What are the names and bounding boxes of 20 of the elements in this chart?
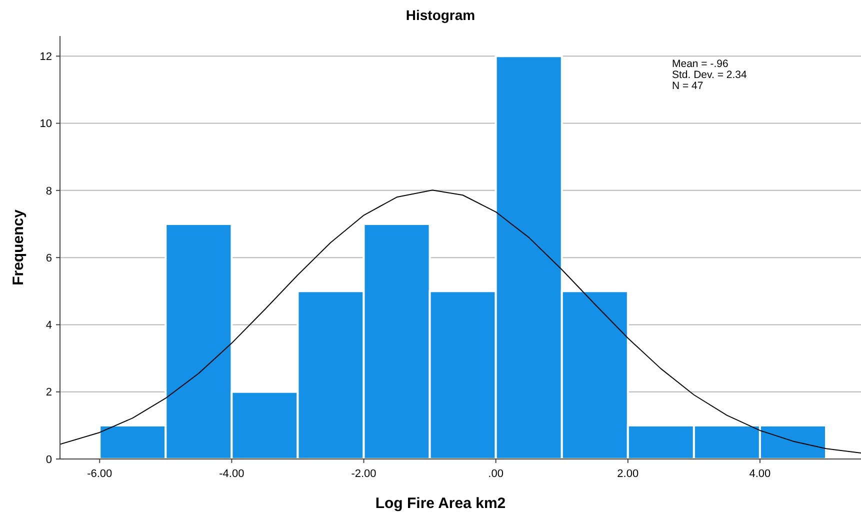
- x-tick-label: -4.00: [219, 468, 244, 480]
- chart-title: Histogram: [406, 7, 476, 23]
- x-tick-label: -2.00: [351, 468, 376, 480]
- y-tick-label: 10: [40, 118, 52, 130]
- x-axis-title: Log Fire Area km2: [375, 495, 506, 512]
- line-series: [60, 190, 861, 454]
- x-tick-label: -6.00: [87, 468, 112, 480]
- y-tick-label: 6: [46, 252, 52, 264]
- x-tick-label: 4.00: [749, 468, 771, 480]
- y-axis-title: Frequency: [10, 208, 27, 286]
- annotation: N = 47: [672, 80, 704, 92]
- x-tick-label: 2.00: [617, 468, 639, 480]
- x-tick-label: .00: [488, 468, 504, 480]
- y-tick-label: 4: [46, 320, 52, 332]
- y-tick-label: 12: [40, 50, 52, 63]
- annotation: Mean = -.96: [672, 58, 728, 70]
- y-tick-label: 8: [46, 185, 52, 198]
- y-tick-label: 2: [46, 386, 52, 399]
- y-tick-label: 0: [46, 454, 52, 466]
- annotation: Std. Dev. = 2.34: [672, 69, 747, 81]
